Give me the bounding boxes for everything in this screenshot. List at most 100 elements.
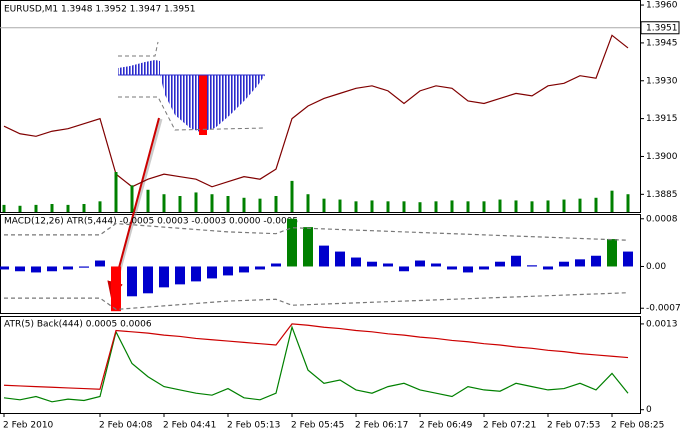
histogram-bar: [303, 227, 313, 267]
histogram-bar: [63, 266, 73, 270]
histogram-bar: [367, 261, 377, 267]
volume-bar: [226, 196, 230, 212]
panel-frame: [0, 214, 641, 314]
volume-bar: [178, 196, 182, 212]
volume-bar: [210, 194, 214, 212]
last-price-box: [640, 21, 680, 35]
x-tick-label: 2 Feb 04:41: [163, 421, 216, 431]
histogram-bar: [591, 255, 601, 267]
histogram-bar: [255, 266, 265, 270]
y-tick-label: 1.3945: [646, 38, 678, 48]
histogram-bar: [431, 263, 441, 267]
volume-bar: [466, 201, 470, 212]
volume-bar: [34, 204, 38, 212]
histogram-bar: [463, 266, 473, 273]
volume-bar: [194, 192, 198, 212]
envelope-line: [4, 292, 629, 311]
volume-bar: [18, 205, 22, 212]
histogram-bar: [479, 266, 489, 270]
volume-bar: [530, 201, 534, 212]
histogram-bar: [319, 245, 329, 267]
x-tick-label: 2 Feb 05:45: [291, 421, 344, 431]
data-line: [3, 34, 629, 188]
histogram-bar: [15, 266, 25, 272]
volume-bar: [66, 204, 70, 212]
y-tick-label: 1.3885: [646, 190, 678, 200]
x-tick-label: 2 Feb 06:49: [419, 421, 473, 431]
volume-bar: [338, 199, 342, 212]
volume-bar: [450, 200, 454, 212]
volume-bar: [562, 199, 566, 212]
volume-bar: [162, 194, 166, 212]
histogram-bar: [335, 251, 345, 267]
histogram-bar: [159, 266, 169, 288]
histogram-bar: [607, 239, 617, 267]
histogram-bar: [223, 266, 233, 276]
volume-bar: [130, 185, 134, 212]
y-tick-label: -0.0007: [646, 304, 680, 314]
volume-bar: [370, 200, 374, 212]
y-tick-label: 0.0008: [646, 214, 678, 224]
histogram-bar: [175, 266, 185, 285]
volume-bar: [354, 201, 358, 212]
histogram-bar: [127, 266, 137, 297]
histogram-bar: [239, 266, 249, 273]
volume-bar: [290, 180, 294, 212]
x-tick-label: 2 Feb 07:21: [483, 421, 536, 431]
histogram-bar: [383, 263, 393, 267]
histogram-bar: [191, 266, 201, 282]
y-tick-label: 0: [646, 405, 652, 415]
histogram-bar: [351, 257, 361, 267]
envelope-line: [4, 222, 629, 241]
panel-frame: [0, 316, 641, 414]
volume-bar: [434, 201, 438, 212]
x-tick-label: 2 Feb 08:25: [611, 421, 664, 431]
y-tick-label: 1.3960: [646, 1, 678, 11]
volume-bar: [514, 200, 518, 212]
histogram-bar: [447, 266, 457, 270]
histogram-bar: [207, 266, 217, 279]
histogram-bar: [31, 266, 41, 273]
volume-bar: [50, 204, 54, 212]
price-title: EURUSD,M1 1.3948 1.3952 1.3947 1.3951: [4, 5, 196, 15]
y-tick-label: 1.3900: [646, 152, 678, 162]
volume-bar: [610, 190, 614, 212]
histogram-bar: [79, 266, 89, 268]
volume-bar: [258, 198, 262, 212]
volume-bar: [306, 194, 310, 212]
histogram-bar: [111, 266, 121, 312]
volume-bar: [546, 200, 550, 212]
last-price-label: 1.3951: [646, 23, 678, 33]
histogram-bar: [47, 266, 57, 272]
x-tick-label: 2 Feb 05:13: [227, 421, 280, 431]
histogram-bar: [0, 266, 9, 270]
volume-bar: [594, 197, 598, 212]
histogram-bar: [559, 261, 569, 267]
atr-title: ATR(5) Back(444) 0.0005 0.0006: [4, 320, 152, 330]
y-tick-label: 1.3915: [646, 114, 678, 124]
volume-bar: [114, 172, 118, 212]
data-line: [3, 325, 629, 403]
volume-bar: [98, 201, 102, 212]
histogram-bar: [543, 266, 553, 270]
volume-bar: [578, 198, 582, 212]
x-tick-label: 2 Feb 07:53: [547, 421, 600, 431]
histogram-bar: [527, 265, 537, 267]
zoom-inset: [107, 41, 266, 298]
volume-bar: [418, 202, 422, 212]
y-tick-label: 1.3930: [646, 76, 678, 86]
volume-bar: [82, 204, 86, 212]
volume-bar: [402, 201, 406, 212]
x-tick-label: 2 Feb 06:17: [355, 421, 408, 431]
histogram-bar: [143, 266, 153, 294]
histogram-bar: [95, 260, 105, 267]
volume-bar: [2, 204, 6, 212]
volume-bar: [322, 198, 326, 212]
volume-bar: [498, 199, 502, 212]
volume-bar: [482, 201, 486, 212]
histogram-bar: [511, 255, 521, 267]
volume-bar: [386, 201, 390, 212]
volume-bar: [242, 197, 246, 212]
macd-title: MACD(12,26) ATR(5,444) -0.0005 0.0003 -0…: [4, 217, 298, 227]
